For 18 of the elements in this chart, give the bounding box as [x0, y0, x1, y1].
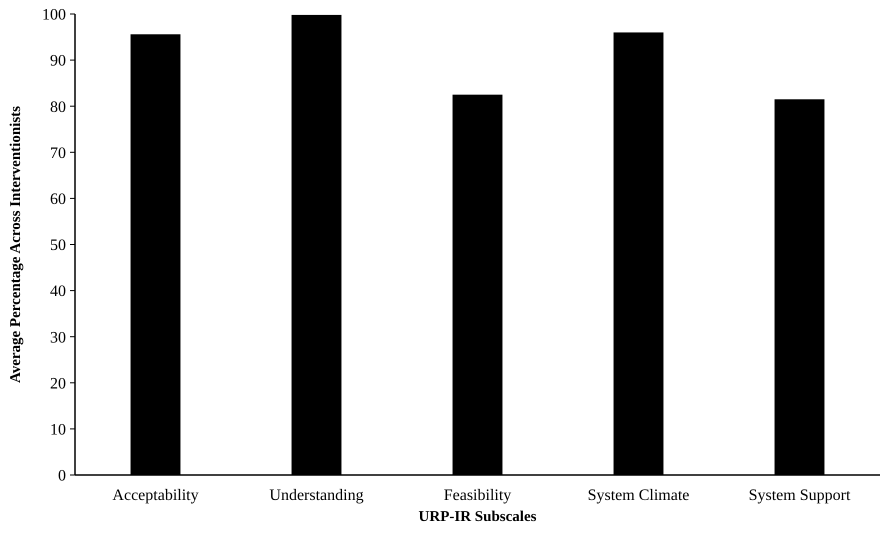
- y-tick-label: 60: [50, 191, 66, 208]
- y-tick-label: 90: [50, 52, 66, 70]
- x-tick-label: Feasibility: [444, 487, 512, 504]
- y-tick-label: 70: [50, 144, 66, 162]
- y-tick-label: 20: [50, 375, 66, 392]
- x-axis-title: URP-IR Subscales: [418, 509, 537, 525]
- y-axis-title: Average Percentage Across Interventionists: [8, 106, 24, 384]
- y-tick-label: 40: [50, 283, 66, 300]
- y-tick-label: 0: [58, 468, 66, 485]
- x-tick-label: System Support: [748, 487, 851, 504]
- x-tick-label: Acceptability: [112, 487, 199, 504]
- x-tick-label: System Climate: [588, 487, 690, 504]
- y-tick-label: 100: [42, 6, 66, 24]
- y-tick-label: 80: [50, 98, 66, 116]
- x-tick-label: Understanding: [269, 487, 364, 504]
- y-tick-label: 50: [50, 237, 66, 254]
- y-tick-label: 30: [50, 329, 66, 346]
- y-tick-label: 10: [50, 422, 66, 438]
